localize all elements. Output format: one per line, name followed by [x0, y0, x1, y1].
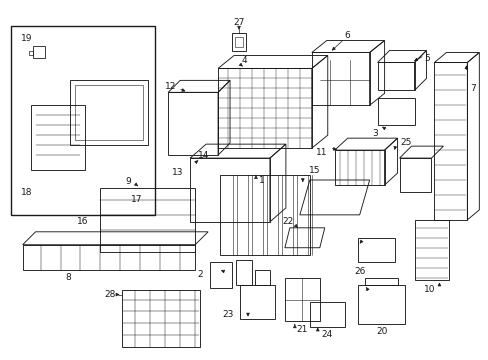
Text: 1: 1 — [259, 176, 264, 185]
Text: 24: 24 — [321, 330, 332, 339]
Text: 23: 23 — [222, 310, 233, 319]
Text: 9: 9 — [125, 177, 131, 186]
Text: 28: 28 — [104, 290, 116, 299]
Text: 2: 2 — [197, 270, 203, 279]
Text: 19: 19 — [21, 34, 32, 43]
Text: 8: 8 — [65, 273, 71, 282]
Text: 25: 25 — [400, 138, 411, 147]
Text: 4: 4 — [241, 56, 246, 65]
Text: 21: 21 — [296, 325, 307, 334]
Text: 16: 16 — [77, 217, 88, 226]
Text: 20: 20 — [375, 327, 386, 336]
Text: 3: 3 — [372, 129, 378, 138]
Text: 7: 7 — [469, 84, 475, 93]
Text: 18: 18 — [21, 188, 32, 197]
Text: 26: 26 — [353, 267, 365, 276]
Text: 10: 10 — [423, 285, 434, 294]
Text: 22: 22 — [282, 217, 293, 226]
Text: 15: 15 — [308, 166, 320, 175]
Text: 14: 14 — [198, 150, 209, 159]
Text: 11: 11 — [315, 148, 327, 157]
Text: 12: 12 — [164, 82, 176, 91]
Text: 27: 27 — [233, 18, 244, 27]
Text: 5: 5 — [424, 54, 429, 63]
Text: 6: 6 — [344, 31, 350, 40]
Text: 13: 13 — [172, 167, 183, 176]
Text: 17: 17 — [130, 195, 142, 204]
